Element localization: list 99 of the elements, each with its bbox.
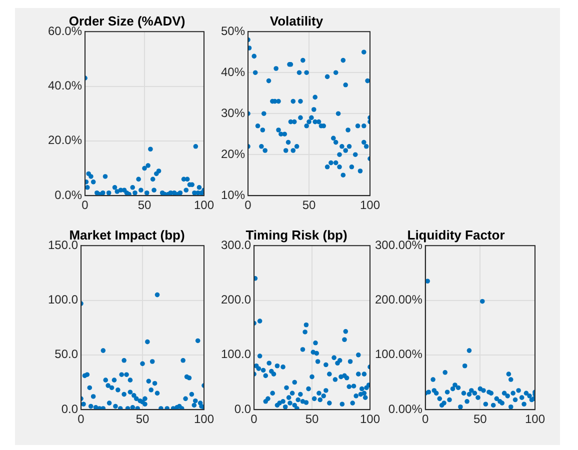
x-tick-label: 100 (194, 198, 214, 212)
point (193, 144, 198, 149)
point (488, 390, 494, 396)
y-tick-label: 100.0 (48, 292, 78, 307)
y-tick-label: 20.0% (48, 133, 82, 148)
x-tick-label: 100 (524, 412, 546, 426)
point (510, 390, 516, 396)
y-tick-label: 20% (220, 146, 246, 161)
y-tick-label: 10% (220, 188, 246, 202)
point (494, 396, 500, 402)
point (490, 402, 496, 408)
point (142, 166, 147, 171)
x-tick-label: 100 (194, 412, 214, 426)
x-tick-label: 0 (422, 412, 430, 426)
point (434, 390, 439, 396)
y-tick-label: 30% (220, 106, 246, 120)
point (426, 390, 432, 395)
point (469, 388, 474, 393)
point (442, 400, 446, 406)
point (516, 388, 521, 393)
point (152, 188, 156, 193)
point (102, 174, 108, 179)
point (508, 404, 514, 410)
x-tick-label: 50 (138, 198, 152, 212)
point (476, 395, 480, 400)
point (148, 146, 153, 152)
point (114, 189, 120, 194)
x-tick-label: 50 (136, 412, 150, 426)
y-tick-label: 0.0 (234, 402, 252, 416)
point (90, 180, 96, 184)
y-tick-label: 0.0% (54, 188, 82, 202)
point (196, 190, 200, 196)
x-tick-label: 0 (250, 412, 258, 426)
y-tick-label: 50.0 (54, 347, 78, 362)
point (132, 190, 138, 196)
point (500, 400, 505, 406)
point (505, 394, 510, 398)
point (85, 185, 90, 190)
point (480, 298, 485, 304)
chart-title: Liquidity Factor (407, 227, 505, 242)
point (150, 176, 156, 182)
point (112, 185, 118, 190)
point (522, 402, 526, 407)
chart-title: Volatility (270, 13, 324, 28)
point (519, 395, 524, 400)
y-tick-label: 100.0 (221, 347, 252, 362)
point (524, 390, 529, 396)
x-tick-label: 50 (474, 412, 488, 426)
point (466, 348, 472, 353)
point (144, 190, 150, 196)
x-tick-label: 100 (360, 198, 380, 212)
point (466, 392, 472, 397)
y-tick-label: 0.0 (61, 402, 78, 416)
point (138, 188, 144, 193)
y-tick-label: 200.0 (221, 292, 252, 307)
point (447, 397, 452, 402)
y-tick-label: 200.00% (375, 292, 423, 307)
point (430, 377, 436, 382)
point (458, 404, 463, 410)
x-tick-label: 100 (360, 412, 380, 426)
y-tick-label: 40% (220, 64, 246, 79)
x-tick-label: 50 (305, 412, 320, 426)
point (196, 185, 202, 190)
chart-title: Timing Risk (bp) (246, 227, 348, 242)
point (136, 176, 141, 182)
point (146, 163, 150, 168)
point (527, 394, 532, 398)
point (450, 386, 456, 392)
point (461, 390, 466, 396)
point (85, 180, 89, 184)
point (481, 388, 486, 393)
point (464, 399, 470, 404)
point (508, 377, 514, 382)
y-tick-label: 0.00% (388, 402, 423, 416)
point (502, 390, 507, 396)
y-tick-label: 40.0% (48, 78, 82, 93)
x-tick-label: 0 (244, 198, 252, 212)
y-tick-label: 50% (220, 24, 246, 38)
point (442, 370, 448, 375)
point (512, 397, 518, 402)
point (472, 390, 478, 396)
point (130, 185, 136, 190)
point (184, 188, 189, 193)
y-tick-label: 100.00% (375, 347, 423, 362)
point (100, 190, 106, 196)
point (456, 385, 461, 390)
x-tick-label: 50 (302, 198, 316, 212)
point (506, 372, 512, 376)
point (444, 390, 450, 395)
point (452, 382, 458, 388)
point (425, 278, 430, 284)
point (88, 174, 94, 179)
x-tick-label: 0 (82, 198, 89, 212)
point (106, 190, 112, 196)
x-tick-label: 0 (78, 412, 85, 426)
point (156, 168, 162, 174)
point (483, 402, 488, 407)
point (437, 396, 442, 402)
point (462, 363, 468, 368)
